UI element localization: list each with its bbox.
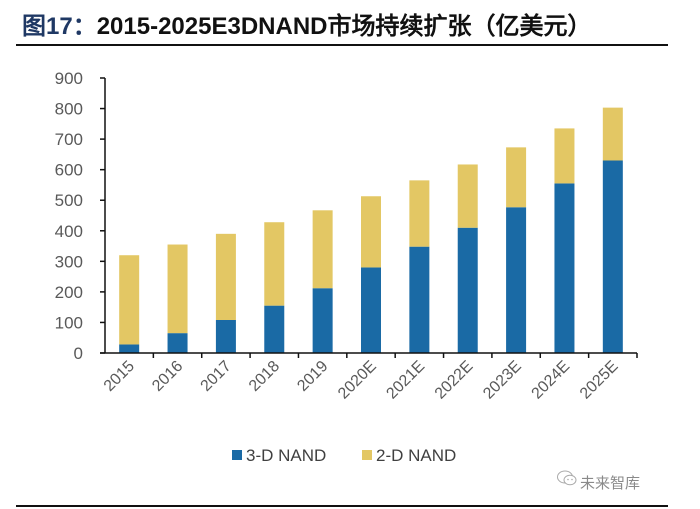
- y-tick-label: 800: [55, 100, 83, 119]
- bar-3d-nand-2024E: [554, 183, 575, 353]
- wechat-icon: [557, 470, 577, 486]
- y-tick-label: 500: [55, 191, 83, 210]
- legend-swatch-2d-nand: [362, 450, 372, 460]
- figure-number: 图17：: [22, 13, 97, 40]
- bar-3d-nand-2015: [119, 344, 140, 353]
- bar-2d-nand-2017: [215, 233, 236, 320]
- bar-3d-nand-2025E: [602, 160, 623, 353]
- title-text: 2015-2025E3DNAND市场持续扩张（亿美元）: [96, 13, 592, 40]
- x-tick-label: 2015: [101, 358, 138, 395]
- x-axis-ticks: 2015 2016 2017 2018 2019 2020E 2021E 2022E 2023E…: [101, 353, 638, 403]
- x-tick-label: 2022E: [432, 358, 477, 403]
- x-tick-label: 2018: [246, 358, 283, 395]
- y-tick-label: 100: [55, 313, 83, 332]
- y-tick-label: 200: [55, 283, 83, 302]
- bar-2d-nand-2021E: [409, 180, 430, 247]
- x-tick-label: 2025E: [577, 358, 622, 403]
- bar-2d-nand-2025E: [602, 107, 623, 161]
- legend: 3-D NAND 2-D NAND: [232, 446, 456, 465]
- y-tick-label: 0: [74, 344, 83, 363]
- bar-2d-nand-2016: [167, 244, 188, 334]
- bar-3d-nand-2018: [264, 305, 285, 353]
- bar-2d-nand-2018: [264, 222, 285, 306]
- bar-3d-nand-2017: [215, 320, 236, 353]
- legend-label-3d-nand: 3-D NAND: [246, 446, 326, 465]
- chart-title: 图17：2015-2025E3DNAND市场持续扩张（亿美元）: [22, 6, 592, 41]
- y-tick-label: 300: [55, 252, 83, 271]
- bar-2d-nand-2019: [312, 210, 333, 289]
- bar-3d-nand-2019: [312, 288, 333, 353]
- x-tick-label: 2019: [294, 358, 331, 395]
- bar-3d-nand-2020E: [361, 267, 381, 353]
- bar-2d-nand-2020E: [361, 196, 381, 268]
- bar-2d-nand-2023E: [506, 147, 527, 208]
- bottom-divider: [16, 505, 668, 507]
- bar-3d-nand-2022E: [457, 227, 478, 353]
- y-axis-ticks: 0 100 200 300 400 500 600 700 800 900: [55, 69, 105, 363]
- bars: [119, 107, 623, 353]
- bar-2d-nand-2015: [119, 255, 140, 345]
- y-tick-label: 400: [55, 222, 83, 241]
- title-divider: [16, 44, 668, 46]
- bar-2d-nand-2024E: [554, 128, 575, 184]
- legend-swatch-3d-nand: [232, 450, 242, 460]
- bar-2d-nand-2022E: [457, 164, 478, 228]
- y-tick-label: 600: [55, 161, 83, 180]
- x-tick-label: 2021E: [383, 358, 428, 403]
- x-tick-label: 2024E: [529, 358, 574, 403]
- x-tick-label: 2023E: [480, 358, 525, 403]
- x-tick-label: 2020E: [335, 358, 380, 403]
- watermark-text: 未来智库: [580, 475, 641, 492]
- bar-3d-nand-2023E: [506, 207, 527, 353]
- y-tick-label: 700: [55, 130, 83, 149]
- x-tick-label: 2017: [198, 358, 235, 395]
- bar-3d-nand-2016: [167, 333, 188, 353]
- y-tick-label: 900: [55, 69, 83, 88]
- bar-3d-nand-2021E: [409, 246, 430, 353]
- x-tick-label: 2016: [149, 358, 186, 395]
- legend-label-2d-nand: 2-D NAND: [376, 446, 456, 465]
